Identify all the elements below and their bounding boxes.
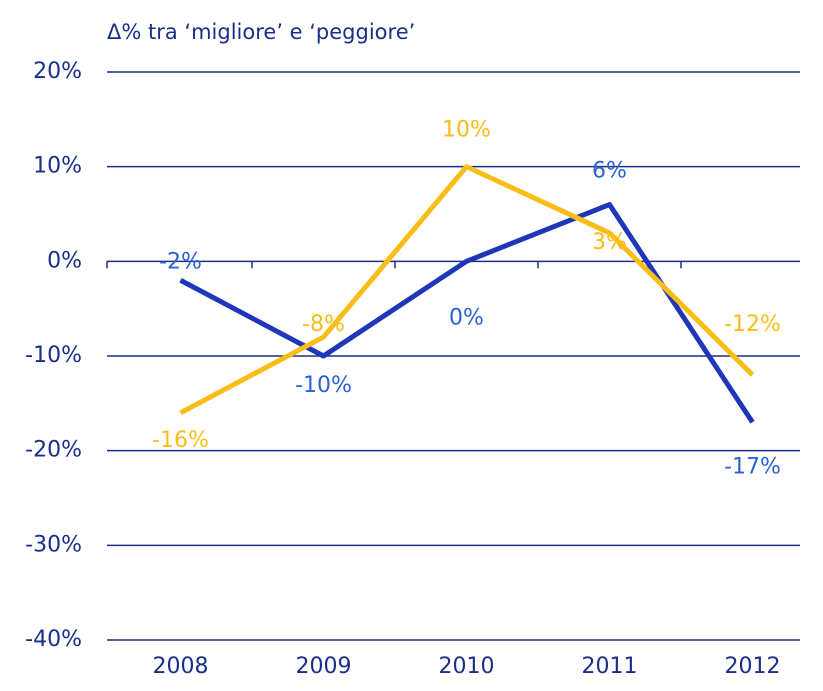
data-label: -10% (295, 373, 352, 398)
y-tick-label: -30% (25, 532, 82, 557)
y-tick-label: -10% (25, 343, 82, 368)
x-tick-label: 2012 (725, 654, 781, 679)
x-tick-label: 2008 (153, 654, 209, 679)
chart-title: Δ% tra ‘migliore’ e ‘peggiore’ (107, 20, 415, 44)
x-tick-label: 2010 (439, 654, 495, 679)
y-tick-label: -20% (25, 438, 82, 463)
data-label: -12% (724, 312, 781, 337)
y-tick-label: -40% (25, 627, 82, 652)
series-line (179, 164, 755, 416)
data-label: -16% (152, 428, 209, 453)
y-tick-label: 10% (33, 154, 82, 179)
x-tick-label: 2009 (296, 654, 352, 679)
data-label: -8% (302, 312, 345, 337)
data-label: 0% (449, 305, 484, 330)
data-label: -17% (724, 454, 781, 479)
data-label: 10% (442, 118, 491, 143)
data-label: 3% (592, 230, 627, 255)
data-label: -2% (159, 249, 202, 274)
x-tick-label: 2011 (582, 654, 638, 679)
data-label: 6% (592, 159, 627, 184)
y-tick-label: 0% (47, 248, 82, 273)
y-tick-label: 20% (33, 59, 82, 84)
